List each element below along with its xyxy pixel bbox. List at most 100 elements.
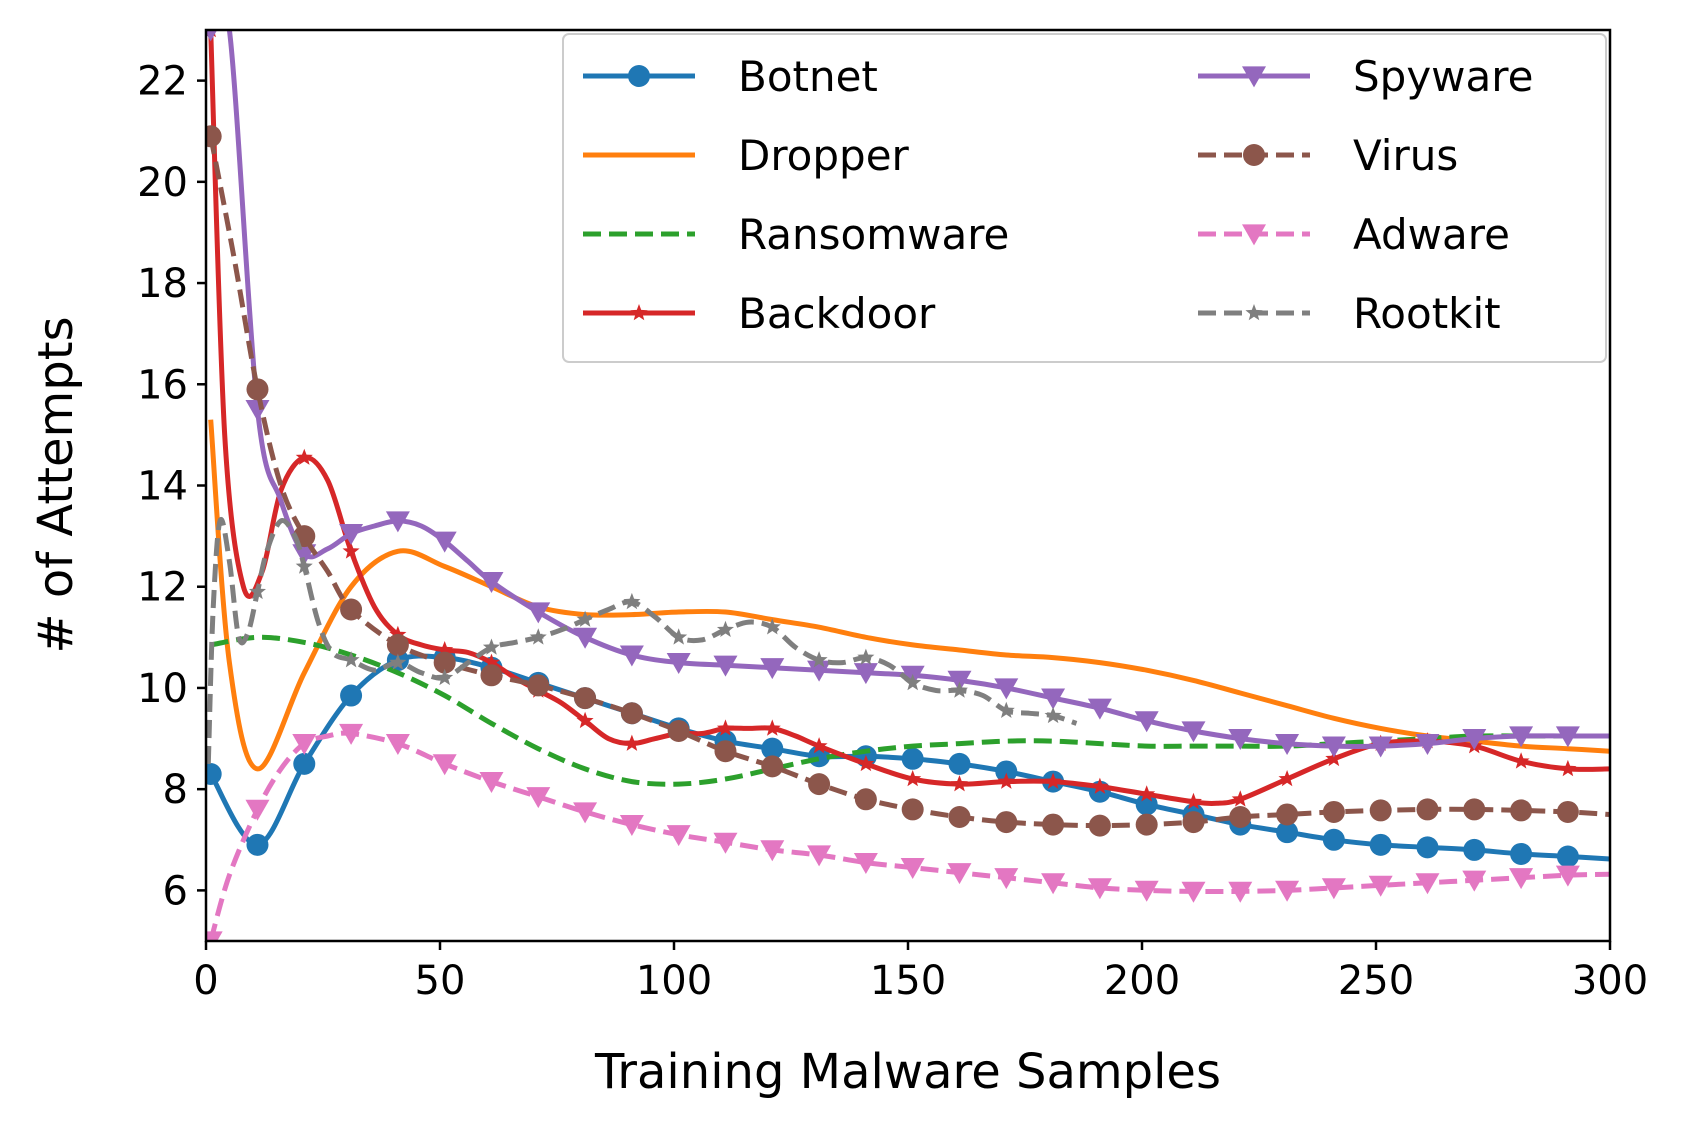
data-point bbox=[857, 754, 875, 772]
data-point bbox=[1087, 878, 1112, 900]
data-point bbox=[389, 653, 407, 670]
data-point bbox=[206, 931, 223, 941]
x-tick-label: 0 bbox=[193, 958, 218, 1004]
x-tick-label: 100 bbox=[636, 958, 712, 1004]
y-tick-label: 6 bbox=[163, 868, 188, 914]
data-point bbox=[1463, 798, 1486, 821]
data-point bbox=[433, 651, 456, 674]
data-point bbox=[573, 627, 598, 649]
series-line-rootkit bbox=[206, 516, 1078, 764]
data-point bbox=[904, 770, 922, 787]
data-point bbox=[853, 663, 878, 685]
data-point bbox=[1184, 792, 1202, 810]
legend-label: Botnet bbox=[738, 52, 878, 101]
data-point bbox=[342, 542, 360, 559]
data-point bbox=[763, 618, 781, 635]
y-tick-label: 18 bbox=[137, 261, 188, 307]
data-point bbox=[1510, 842, 1533, 865]
data-point bbox=[1228, 728, 1253, 750]
data-point bbox=[901, 747, 924, 770]
data-point bbox=[807, 660, 832, 682]
data-point bbox=[1416, 798, 1439, 821]
data-point bbox=[246, 833, 269, 856]
series-virus bbox=[206, 125, 1610, 837]
data-point bbox=[574, 687, 597, 710]
data-point bbox=[1321, 736, 1346, 758]
data-point bbox=[761, 737, 784, 760]
data-point bbox=[1275, 880, 1300, 902]
data-point bbox=[526, 602, 551, 624]
data-point bbox=[1041, 688, 1066, 710]
y-tick-label: 16 bbox=[137, 362, 188, 408]
data-point bbox=[1512, 752, 1530, 769]
data-point bbox=[623, 734, 641, 751]
legend-item-backdoor: Backdoor bbox=[583, 289, 936, 338]
x-tick-label: 150 bbox=[870, 958, 946, 1004]
data-point bbox=[947, 863, 972, 885]
data-point bbox=[1462, 728, 1487, 750]
data-point bbox=[760, 658, 785, 680]
data-point bbox=[948, 752, 971, 775]
data-point bbox=[206, 125, 222, 148]
data-point bbox=[385, 511, 410, 533]
data-point bbox=[904, 673, 922, 691]
data-point bbox=[295, 557, 313, 574]
x-tick-label: 200 bbox=[1104, 958, 1180, 1004]
data-point bbox=[339, 523, 364, 545]
data-point bbox=[340, 684, 363, 707]
data-point bbox=[1369, 833, 1392, 856]
data-point bbox=[1368, 736, 1393, 758]
series-layer bbox=[206, 30, 1610, 941]
x-tick-label: 300 bbox=[1572, 958, 1648, 1004]
legend-frame bbox=[562, 33, 1607, 363]
data-point bbox=[206, 762, 222, 785]
data-point bbox=[623, 592, 641, 610]
data-point bbox=[1416, 836, 1439, 859]
data-point bbox=[526, 787, 551, 809]
data-point bbox=[432, 754, 457, 776]
data-point bbox=[854, 788, 877, 811]
data-point bbox=[576, 610, 594, 627]
data-point bbox=[1555, 726, 1580, 748]
data-point bbox=[1134, 880, 1159, 902]
data-point bbox=[1228, 881, 1253, 903]
data-point bbox=[1559, 759, 1577, 777]
data-point bbox=[1229, 806, 1252, 829]
data-point bbox=[576, 711, 594, 729]
data-point bbox=[808, 773, 831, 796]
data-point bbox=[1509, 868, 1534, 890]
data-point bbox=[1415, 873, 1440, 895]
data-point bbox=[713, 655, 738, 677]
data-point bbox=[714, 740, 737, 763]
y-tick-label: 8 bbox=[163, 767, 188, 813]
series-line-dropper bbox=[208, 419, 1610, 772]
data-point bbox=[1231, 790, 1249, 807]
data-point bbox=[947, 670, 972, 692]
data-point bbox=[997, 772, 1015, 789]
data-point bbox=[1556, 845, 1579, 868]
data-point bbox=[436, 641, 454, 658]
data-point bbox=[342, 651, 360, 668]
data-point bbox=[994, 868, 1019, 890]
x-axis-title: Training Malware Samples bbox=[594, 1044, 1221, 1100]
legend-marker bbox=[1243, 144, 1265, 166]
data-point bbox=[1278, 770, 1296, 787]
data-point bbox=[667, 719, 690, 742]
data-point bbox=[1322, 800, 1345, 823]
data-point bbox=[1462, 870, 1487, 892]
data-point bbox=[1042, 813, 1065, 836]
y-tick-label: 12 bbox=[137, 565, 188, 611]
series-adware bbox=[206, 723, 1610, 941]
data-point bbox=[807, 845, 832, 867]
data-point bbox=[1135, 813, 1158, 836]
legend-item-virus: Virus bbox=[1198, 131, 1458, 180]
data-point bbox=[479, 771, 504, 793]
data-point bbox=[857, 648, 875, 665]
legend-marker bbox=[628, 65, 650, 87]
x-tick-label: 250 bbox=[1338, 958, 1414, 1004]
data-point bbox=[994, 678, 1019, 700]
data-point bbox=[761, 755, 784, 778]
data-point bbox=[340, 598, 363, 621]
data-point bbox=[1369, 799, 1392, 822]
data-point bbox=[1275, 734, 1300, 756]
